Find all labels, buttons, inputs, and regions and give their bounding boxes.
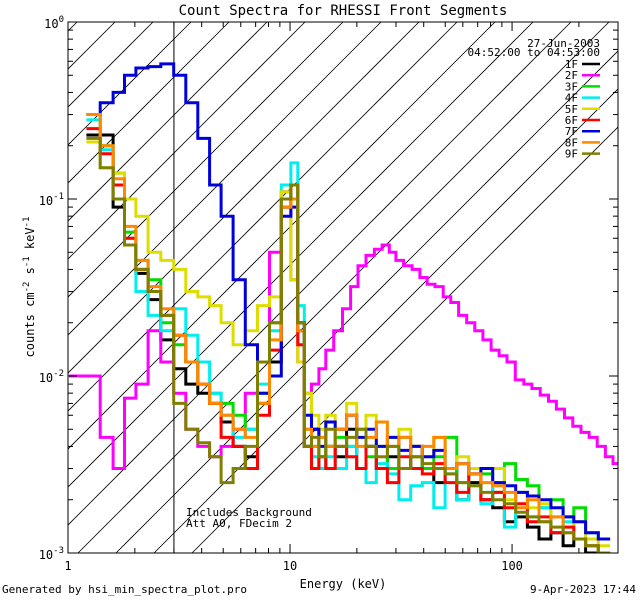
y-axis-label: counts cm-2 s-1 keV-1 (22, 217, 37, 358)
series-2F (69, 190, 618, 470)
generated-by-label: Generated by hsi_min_spectra_plot.pro (2, 583, 248, 596)
series-1F (86, 133, 611, 553)
timestamp-label: 9-Apr-2023 17:44 (530, 583, 636, 596)
date-label: 27-Jun-2003 (527, 37, 600, 50)
legend-label: 1F (565, 58, 578, 71)
legend-label: 9F (565, 148, 578, 161)
annotation-attenuator: Att A0, FDecim 2 (186, 517, 292, 530)
legend-label: 7F (565, 125, 578, 138)
x-tick-label: 1 (64, 559, 71, 573)
legend-label: 8F (565, 136, 578, 149)
legend-label: 4F (565, 92, 578, 105)
y-tick-label: 100 (44, 15, 64, 31)
plot-frame (67, 21, 619, 554)
x-tick-label: 100 (501, 559, 523, 573)
series-8F (86, 113, 611, 553)
chart-title: Count Spectra for RHESSI Front Segments (179, 3, 508, 19)
series-9F (86, 136, 611, 553)
y-tick-label: 10-2 (39, 369, 64, 385)
time-range-label: 04:52:00 to 04:53:00 (468, 46, 600, 59)
y-tick-label: 10-3 (39, 546, 64, 562)
legend-label: 6F (565, 114, 578, 127)
legend-label: 5F (565, 103, 578, 116)
series-3F (86, 113, 611, 541)
series-7F (86, 62, 611, 541)
legend-label: 3F (565, 80, 578, 93)
y-tick-label: 10-1 (39, 192, 64, 208)
legend-label: 2F (565, 69, 578, 82)
x-tick-label: 10 (283, 559, 297, 573)
excluded-energy-hatch (68, 22, 618, 553)
x-axis-label: Energy (keV) (300, 577, 387, 591)
annotation-background: Includes Background (186, 506, 312, 519)
series-4F (86, 118, 611, 553)
